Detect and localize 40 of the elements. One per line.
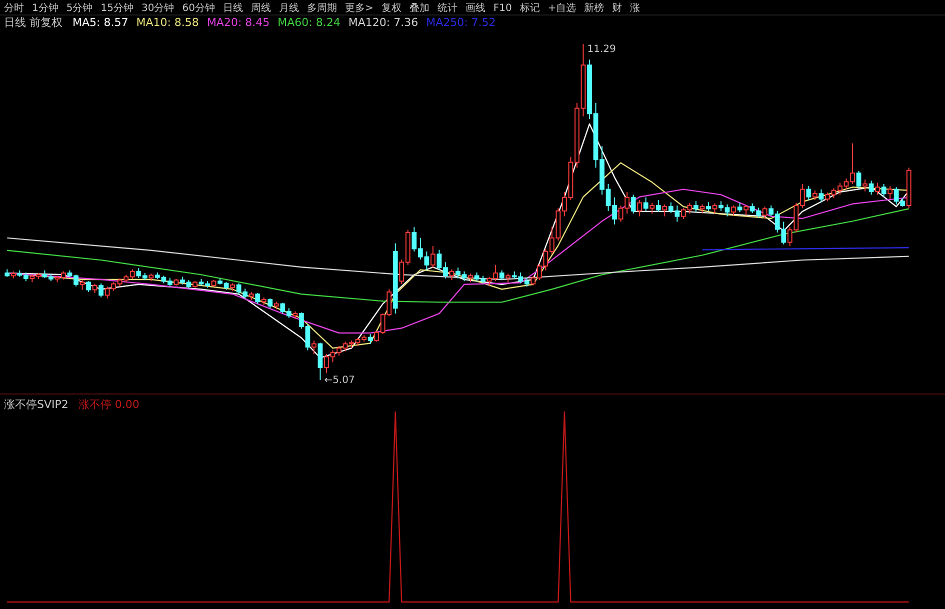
text: 15分钟 xyxy=(100,2,134,14)
text: 1分钟 xyxy=(32,2,58,14)
candlestick xyxy=(318,342,323,380)
text: 统计 xyxy=(437,2,458,14)
text: MA10: 8.58 xyxy=(136,16,199,29)
text: 5分钟 xyxy=(66,2,93,14)
text: 涨不停 0.00 xyxy=(78,398,140,411)
text: MA60: 8.24 xyxy=(278,16,340,29)
candlestick xyxy=(637,200,642,217)
candlestick xyxy=(888,186,893,200)
text: MA120: 7.36 xyxy=(348,16,418,29)
text: 叠加 xyxy=(409,2,430,14)
text: 月线 xyxy=(278,2,299,14)
text: 复权 xyxy=(381,2,402,14)
candlestick xyxy=(643,196,648,212)
text: 标记 xyxy=(518,2,540,14)
chart-title: 日线 前复权 xyxy=(4,16,62,29)
text: 60分钟 xyxy=(182,2,215,14)
text: 30分钟 xyxy=(141,2,174,14)
candlestick xyxy=(368,334,373,344)
text: 更多> xyxy=(344,2,374,14)
candlestick xyxy=(862,179,868,192)
text: MA20: 8.45 xyxy=(206,16,270,29)
text: 新榜 xyxy=(584,2,604,14)
text: 周线 xyxy=(250,2,271,14)
text: +自选 xyxy=(548,2,576,14)
text: 日线 xyxy=(222,2,243,14)
text: 涨 xyxy=(630,2,640,14)
annotation: ←5.07 xyxy=(324,375,355,386)
text: MA250: 7.52 xyxy=(426,16,496,29)
text: 分时 xyxy=(4,2,24,14)
text: 多周期 xyxy=(306,2,337,14)
candlestick xyxy=(312,340,316,355)
chart-title: 涨不停SVIP2 xyxy=(4,398,68,411)
text: 财 xyxy=(612,2,622,14)
text: MA5: 8.57 xyxy=(72,16,128,29)
annotation: 11.29 xyxy=(587,44,616,55)
candlestick xyxy=(392,242,398,314)
text: F10 xyxy=(493,3,512,14)
text: 画线 xyxy=(465,2,486,14)
